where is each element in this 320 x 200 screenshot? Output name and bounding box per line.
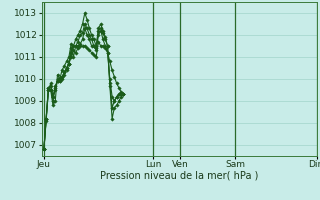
X-axis label: Pression niveau de la mer( hPa ): Pression niveau de la mer( hPa ) bbox=[100, 171, 258, 181]
